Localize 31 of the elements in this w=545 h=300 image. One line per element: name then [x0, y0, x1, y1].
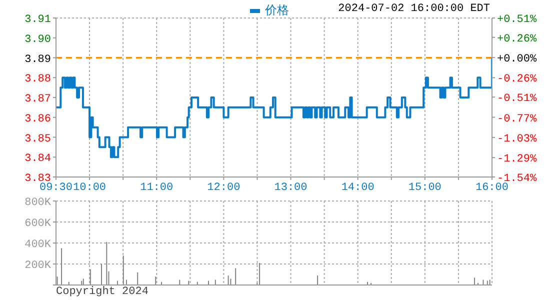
y2-tick-label: -1.29% [497, 154, 538, 166]
y-tick-label: 3.85 [24, 133, 51, 146]
x-tick-label: 15:00 [408, 182, 442, 194]
x-tick-label: 11:00 [140, 182, 174, 194]
x-tick-label: 12:00 [207, 182, 240, 194]
y-tick-label: 3.91 [24, 14, 52, 26]
y2-tick-label: +0.00% [497, 54, 538, 66]
y2-tick-label: -1.03% [497, 133, 538, 146]
y2-tick-label: -0.26% [497, 74, 538, 86]
chart-subtitle: 2024-07-02 16:00:00 EDT [338, 3, 490, 15]
legend-label: 价格 [264, 2, 289, 19]
y-tick-label: 3.88 [24, 74, 51, 86]
y-tick-label: 400K [24, 238, 52, 251]
x-tick-label: 16:00 [475, 182, 509, 194]
text: Copyright 2024 [56, 286, 148, 298]
y2-tick-label: -0.77% [497, 113, 538, 126]
y-tick-label: 800K [24, 196, 52, 209]
x-tick-label: 09:30 [39, 182, 73, 194]
y2-tick-label: -0.51% [497, 93, 538, 106]
x-tick-label: 10:00 [73, 182, 106, 194]
x-tick-label: 13:00 [274, 182, 308, 194]
y-tick-label: 200K [24, 260, 52, 272]
y-tick-label: 3.87 [24, 94, 51, 106]
y2-tick-label: +0.26% [497, 33, 538, 46]
y-tick-label: 3.84 [24, 153, 52, 166]
y-tick-label: 3.86 [24, 113, 51, 126]
y-tick-label: 600K [24, 218, 52, 230]
x-tick-label: 14:00 [341, 182, 374, 194]
y-tick-label: 3.89 [24, 54, 51, 66]
y2-tick-label: +0.51% [497, 14, 538, 26]
y-tick-label: 3.90 [24, 34, 51, 46]
